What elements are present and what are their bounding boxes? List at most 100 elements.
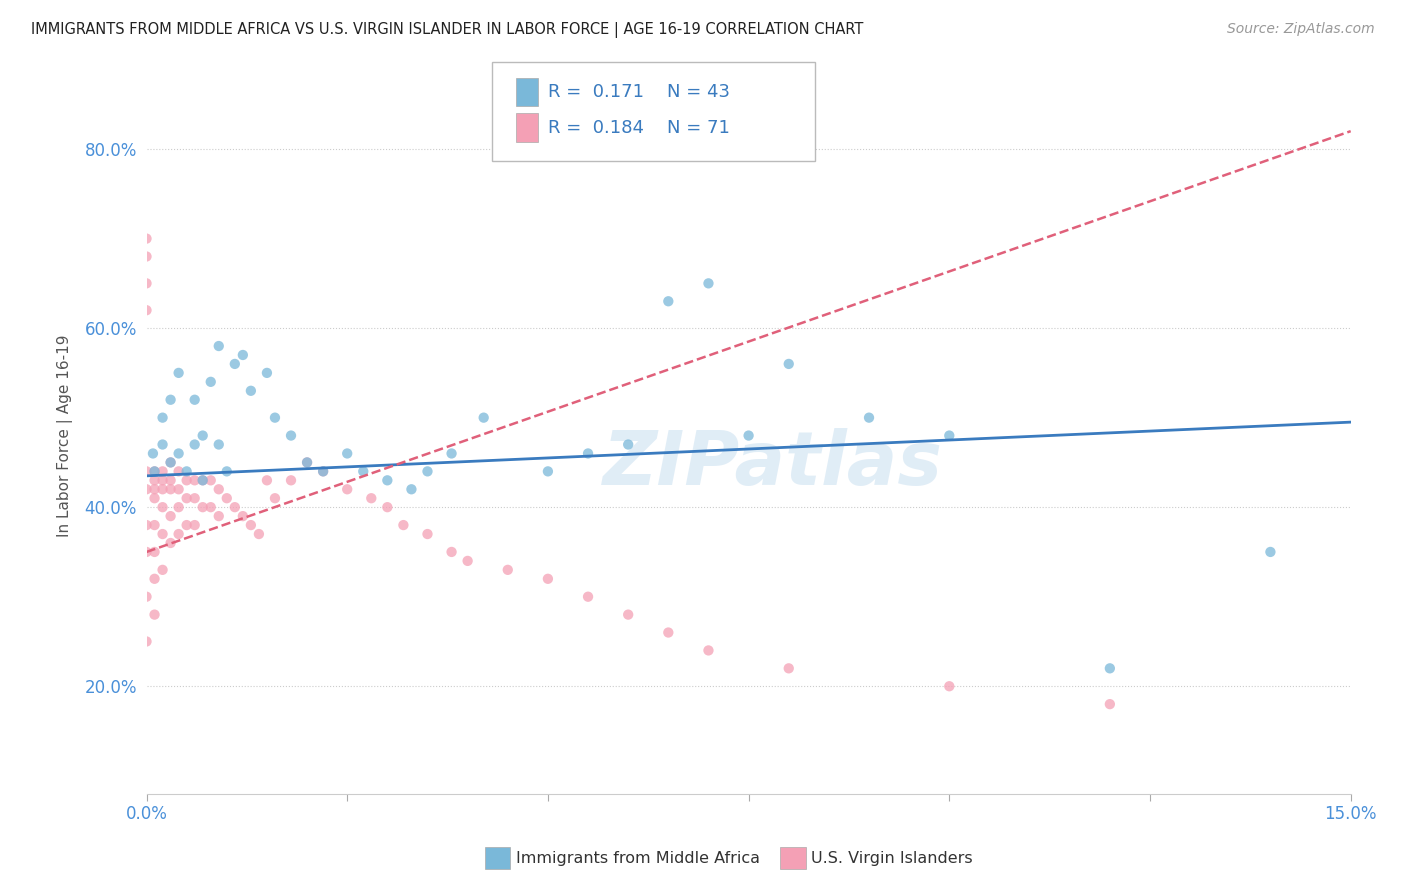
Point bbox=[256, 366, 278, 380]
Text: IMMIGRANTS FROM MIDDLE AFRICA VS U.S. VIRGIN ISLANDER IN LABOR FORCE | AGE 16-19: IMMIGRANTS FROM MIDDLE AFRICA VS U.S. VI… bbox=[31, 22, 863, 38]
Point bbox=[416, 527, 439, 541]
Point bbox=[295, 455, 318, 469]
Point bbox=[191, 500, 214, 515]
Point bbox=[336, 446, 359, 460]
Point bbox=[183, 473, 205, 487]
Point bbox=[208, 437, 231, 451]
Point bbox=[159, 536, 181, 550]
Point bbox=[375, 473, 398, 487]
Point bbox=[938, 428, 960, 442]
Text: R =  0.184    N = 71: R = 0.184 N = 71 bbox=[548, 119, 730, 136]
Point bbox=[143, 464, 166, 478]
Point bbox=[183, 518, 205, 533]
Point bbox=[938, 679, 960, 693]
Point bbox=[208, 339, 231, 353]
Point bbox=[1098, 697, 1121, 711]
Point bbox=[159, 509, 181, 524]
Point bbox=[152, 437, 174, 451]
Point bbox=[135, 464, 157, 478]
Point bbox=[617, 437, 640, 451]
Point bbox=[183, 392, 205, 407]
Point bbox=[142, 446, 165, 460]
Point bbox=[200, 375, 222, 389]
Point bbox=[143, 464, 166, 478]
Point bbox=[176, 464, 198, 478]
Point bbox=[737, 428, 759, 442]
Point bbox=[440, 446, 463, 460]
Point bbox=[183, 437, 205, 451]
Point bbox=[159, 455, 181, 469]
Point bbox=[191, 473, 214, 487]
Point bbox=[778, 357, 800, 371]
Point bbox=[159, 483, 181, 497]
Point bbox=[135, 634, 157, 648]
Point bbox=[472, 410, 495, 425]
Point bbox=[215, 464, 238, 478]
Point bbox=[152, 527, 174, 541]
Point bbox=[697, 643, 720, 657]
Point bbox=[143, 483, 166, 497]
Point bbox=[152, 483, 174, 497]
Point bbox=[416, 464, 439, 478]
Point bbox=[224, 500, 246, 515]
Point bbox=[392, 518, 415, 533]
Point bbox=[576, 590, 599, 604]
Point bbox=[135, 545, 157, 559]
Point bbox=[176, 518, 198, 533]
Point bbox=[167, 464, 190, 478]
Point bbox=[135, 483, 157, 497]
Point bbox=[152, 473, 174, 487]
Point bbox=[401, 483, 423, 497]
Point bbox=[135, 518, 157, 533]
Point bbox=[208, 509, 231, 524]
Point bbox=[167, 446, 190, 460]
Point bbox=[247, 527, 270, 541]
Point bbox=[440, 545, 463, 559]
Point bbox=[191, 473, 214, 487]
Point bbox=[143, 607, 166, 622]
Point bbox=[152, 500, 174, 515]
Point bbox=[256, 473, 278, 487]
Point bbox=[264, 491, 287, 506]
Point bbox=[215, 491, 238, 506]
Point bbox=[312, 464, 335, 478]
Text: ZIPatlas: ZIPatlas bbox=[603, 427, 942, 500]
Point bbox=[200, 500, 222, 515]
Point bbox=[239, 518, 262, 533]
Point bbox=[135, 277, 157, 291]
Point bbox=[208, 483, 231, 497]
Text: Source: ZipAtlas.com: Source: ZipAtlas.com bbox=[1227, 22, 1375, 37]
Point bbox=[697, 277, 720, 291]
Text: R =  0.171    N = 43: R = 0.171 N = 43 bbox=[548, 83, 730, 101]
Point bbox=[1260, 545, 1282, 559]
Point bbox=[280, 473, 302, 487]
Text: U.S. Virgin Islanders: U.S. Virgin Islanders bbox=[811, 851, 973, 865]
Point bbox=[336, 483, 359, 497]
Point bbox=[167, 366, 190, 380]
Point bbox=[143, 518, 166, 533]
Point bbox=[143, 491, 166, 506]
Y-axis label: In Labor Force | Age 16-19: In Labor Force | Age 16-19 bbox=[58, 334, 73, 537]
Point bbox=[457, 554, 479, 568]
Point bbox=[159, 392, 181, 407]
Point bbox=[239, 384, 262, 398]
Point bbox=[657, 625, 679, 640]
Point bbox=[152, 410, 174, 425]
Point bbox=[657, 294, 679, 309]
Point bbox=[176, 491, 198, 506]
Point bbox=[135, 590, 157, 604]
Point bbox=[232, 509, 254, 524]
Point bbox=[1098, 661, 1121, 675]
Point bbox=[152, 563, 174, 577]
Point bbox=[375, 500, 398, 515]
Point bbox=[167, 500, 190, 515]
Point bbox=[778, 661, 800, 675]
Point bbox=[858, 410, 880, 425]
Point bbox=[232, 348, 254, 362]
Point bbox=[200, 473, 222, 487]
Point bbox=[183, 491, 205, 506]
Point bbox=[496, 563, 519, 577]
Point bbox=[191, 428, 214, 442]
Point bbox=[167, 483, 190, 497]
Point bbox=[352, 464, 374, 478]
